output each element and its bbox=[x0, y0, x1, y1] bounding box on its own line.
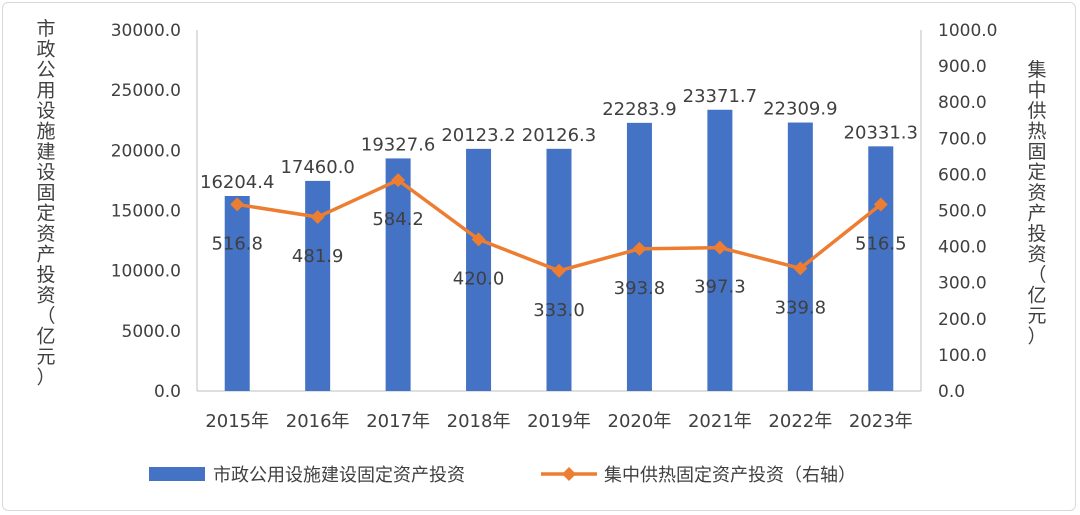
bar-value-label: 20331.3 bbox=[844, 122, 918, 143]
y-right-tick-label: 1000.0 bbox=[938, 21, 997, 41]
y-right-tick-label: 400.0 bbox=[938, 238, 987, 258]
y-right-tick-label: 800.0 bbox=[938, 93, 987, 113]
y-left-tick-label: 25000.0 bbox=[111, 81, 181, 101]
line-marker bbox=[471, 232, 486, 247]
bar-value-label: 17460.0 bbox=[280, 157, 354, 178]
line-marker bbox=[712, 240, 727, 255]
line-marker bbox=[552, 263, 566, 278]
bar bbox=[787, 122, 813, 391]
x-tick-label: 2020年 bbox=[608, 411, 672, 432]
line-value-label: 584.2 bbox=[372, 209, 424, 230]
bar bbox=[385, 158, 411, 391]
bar bbox=[868, 146, 894, 391]
y-left-tick-label: 5000.0 bbox=[122, 322, 181, 342]
line-marker bbox=[230, 197, 245, 212]
legend-marker-line bbox=[562, 467, 576, 481]
y-left-tick-label: 15000.0 bbox=[111, 202, 181, 222]
line-value-label: 516.8 bbox=[211, 233, 263, 254]
line-marker bbox=[793, 261, 808, 276]
line-value-label: 393.8 bbox=[614, 278, 666, 299]
y-right-tick-label: 200.0 bbox=[938, 310, 987, 330]
legend-label-line: 集中供热固定资产投资（右轴） bbox=[604, 465, 856, 486]
y-left-tick-label: 20000.0 bbox=[111, 141, 181, 161]
line-value-label: 481.9 bbox=[292, 246, 344, 267]
line-marker bbox=[391, 173, 406, 188]
bar bbox=[626, 122, 652, 391]
y-right-tick-label: 500.0 bbox=[938, 202, 987, 222]
legend-swatch-bar bbox=[149, 467, 205, 481]
y-right-tick-label: 100.0 bbox=[938, 346, 987, 366]
y-right-tick-label: 700.0 bbox=[938, 129, 987, 149]
legend: 市政公用设施建设固定资产投资 集中供热固定资产投资（右轴） bbox=[149, 465, 856, 486]
line-marker bbox=[310, 210, 325, 225]
line-layer bbox=[230, 173, 888, 278]
x-tick-label: 2023年 bbox=[849, 411, 913, 432]
y-left-tick-label: 30000.0 bbox=[111, 21, 181, 41]
line-value-label: 397.3 bbox=[694, 277, 746, 298]
line-value-label: 420.0 bbox=[453, 268, 505, 289]
line-value-label: 333.0 bbox=[533, 300, 585, 321]
legend-label-bar: 市政公用设施建设固定资产投资 bbox=[213, 465, 465, 486]
y-right-tick-label: 300.0 bbox=[938, 274, 987, 294]
y-left-axis-title: 市政公用设施建设固定资产投资（亿元） bbox=[36, 18, 55, 389]
bar-value-label: 23371.7 bbox=[683, 86, 757, 107]
y-left-tick-label: 10000.0 bbox=[111, 262, 181, 282]
y-right-tick-label: 600.0 bbox=[938, 165, 987, 185]
x-tick-label: 2018年 bbox=[447, 411, 511, 432]
bar-value-label: 19327.6 bbox=[361, 134, 435, 155]
line-value-label: 339.8 bbox=[775, 297, 827, 318]
bar bbox=[224, 196, 250, 391]
data-labels-layer: 16204.4 17460.0 19327.6 20123.2 20126.3 22283… bbox=[200, 86, 918, 321]
x-tick-label: 2021年 bbox=[688, 411, 752, 432]
bar-value-label: 20123.2 bbox=[441, 125, 515, 146]
x-tick-label: 2015年 bbox=[205, 411, 269, 432]
line-marker bbox=[873, 197, 888, 212]
bar-value-label: 22309.9 bbox=[763, 99, 837, 120]
bar-value-label: 20126.3 bbox=[522, 125, 596, 146]
line-value-label: 516.5 bbox=[855, 234, 907, 255]
bar-value-label: 16204.4 bbox=[200, 172, 274, 193]
y-right-tick-label: 900.0 bbox=[938, 57, 987, 77]
x-tick-label: 2022年 bbox=[768, 411, 832, 432]
bar bbox=[466, 148, 492, 391]
line-marker bbox=[632, 241, 647, 256]
axes-layer: 0.0 5000.0 10000.0 15000.0 20000.0 25000.0 300… bbox=[36, 18, 1046, 432]
x-tick-label: 2016年 bbox=[286, 411, 350, 432]
bars-layer bbox=[224, 109, 894, 391]
y-right-axis-title: 集中供热固定资产投资（亿元） bbox=[1027, 59, 1046, 348]
x-tick-label: 2019年 bbox=[527, 411, 591, 432]
x-tick-label: 2017年 bbox=[366, 411, 430, 432]
y-left-tick-label: 0.0 bbox=[154, 382, 181, 402]
y-right-tick-label: 0.0 bbox=[938, 382, 965, 402]
bar-value-label: 22283.9 bbox=[602, 99, 676, 120]
